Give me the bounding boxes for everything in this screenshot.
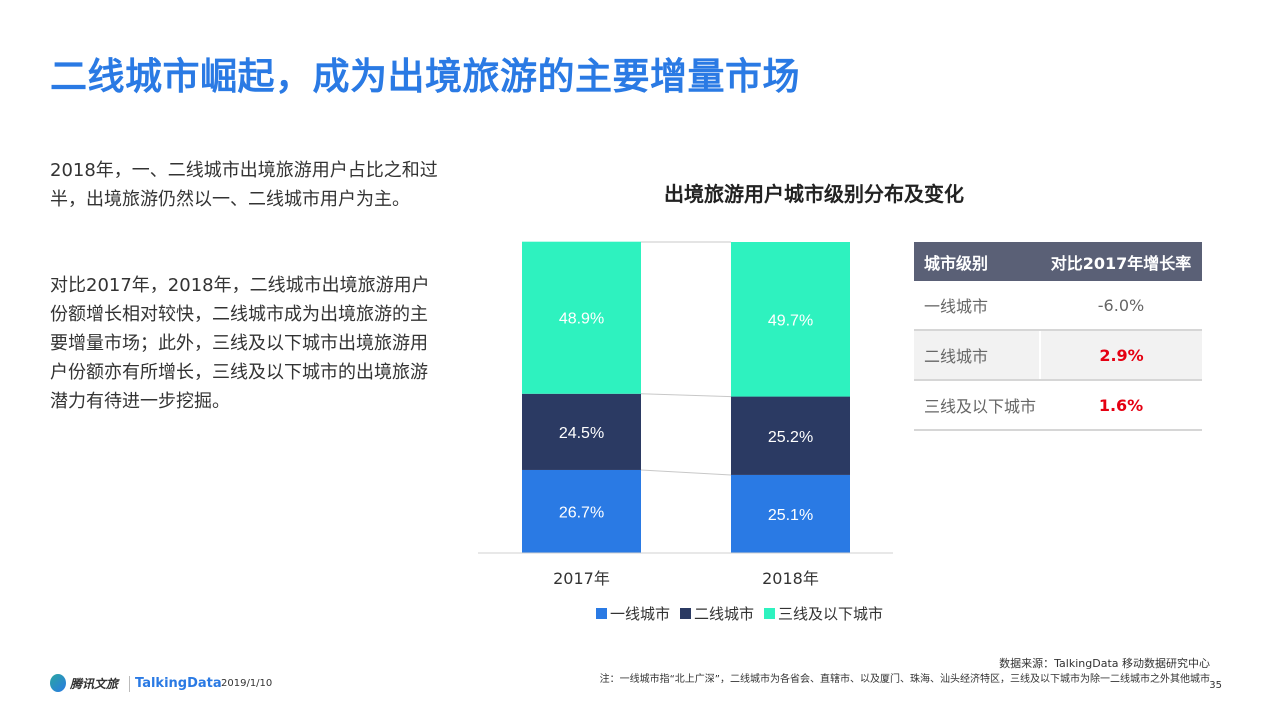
bar-tier1 <box>731 474 850 553</box>
legend-item-tier2: 二线城市 <box>680 603 754 624</box>
chart-legend: 一线城市 二线城市 三线及以下城市 <box>596 603 883 624</box>
legend-item-tier3: 三线及以下城市 <box>764 603 883 624</box>
summary-paragraph-1: 2018年，一、二线城市出境旅游用户占比之和过半，出境旅游仍然以一、二线城市用户… <box>50 160 438 210</box>
table-header-rate: 对比2017年增长率 <box>1040 242 1202 281</box>
table-cell-rate: 1.6% <box>1040 380 1202 431</box>
table-cell-rate: 2.9% <box>1040 330 1202 381</box>
legend-item-tier1: 一线城市 <box>596 603 670 624</box>
summary-paragraph-2: 对比2017年，2018年，二线城市出境旅游用户份额增长相对较快，二线城市成为出… <box>50 275 430 412</box>
legend-swatch-tier1 <box>596 608 607 619</box>
tencent-travel-logo-text: 腾讯文旅 <box>70 676 119 691</box>
chart-title: 出境旅游用户城市级别分布及变化 <box>664 182 964 206</box>
table-cell-rate: -6.0% <box>1040 281 1202 331</box>
talkingdata-logo: TalkingData <box>135 676 222 691</box>
logo-divider <box>129 676 130 692</box>
growth-rate-table: 城市级别 对比2017年增长率 一线城市 -6.0% 二线城市 2.9% 三线及… <box>914 242 1202 431</box>
legend-swatch-tier3 <box>764 608 776 619</box>
data-label: 25.1% <box>768 507 813 524</box>
table-header-row: 城市级别 对比2017年增长率 <box>914 242 1202 281</box>
x-tick-label: 2018年 <box>762 569 819 588</box>
table-row: 二线城市 2.9% <box>914 330 1202 381</box>
footnote: 注：一线城市指“北上广深”，二线城市为各省会、直辖市、以及厦门、珠海、汕头经济特… <box>599 674 1210 685</box>
report-date: 2019/1/10 <box>221 678 273 689</box>
table-row: 一线城市 -6.0% <box>914 281 1202 331</box>
tencent-travel-logo-icon <box>50 674 66 692</box>
connector-line <box>640 469 732 476</box>
bar-tier2 <box>731 396 850 475</box>
table-row: 三线及以下城市 1.6% <box>914 380 1202 431</box>
tencent-travel-logo: 腾讯文旅 <box>50 674 118 692</box>
connector-line <box>640 393 732 398</box>
page-number: 35 <box>1209 680 1222 691</box>
legend-label-tier1: 一线城市 <box>610 605 671 623</box>
data-label: 25.2% <box>768 429 813 446</box>
bar-tier3 <box>522 241 641 394</box>
x-tick-label: 2017年 <box>553 569 610 588</box>
table-cell-city: 三线及以下城市 <box>914 380 1040 431</box>
table-header-city: 城市级别 <box>914 242 1040 281</box>
data-label: 26.7% <box>559 504 604 521</box>
page-title: 二线城市崛起，成为出境旅游的主要增量市场 <box>50 55 800 98</box>
bar-tier2 <box>522 393 641 470</box>
table-cell-city: 一线城市 <box>914 281 1040 331</box>
data-label: 49.7% <box>768 312 813 329</box>
data-source: 数据来源：TalkingData 移动数据研究中心 <box>999 657 1210 670</box>
legend-label-tier2: 二线城市 <box>694 605 755 623</box>
bar-tier1 <box>522 469 641 553</box>
data-label: 48.9% <box>559 311 604 328</box>
legend-label-tier3: 三线及以下城市 <box>778 605 884 623</box>
table-cell-city: 二线城市 <box>914 330 1041 381</box>
data-label: 24.5% <box>559 425 604 442</box>
bar-tier3 <box>731 242 850 397</box>
legend-swatch-tier2 <box>680 608 692 619</box>
